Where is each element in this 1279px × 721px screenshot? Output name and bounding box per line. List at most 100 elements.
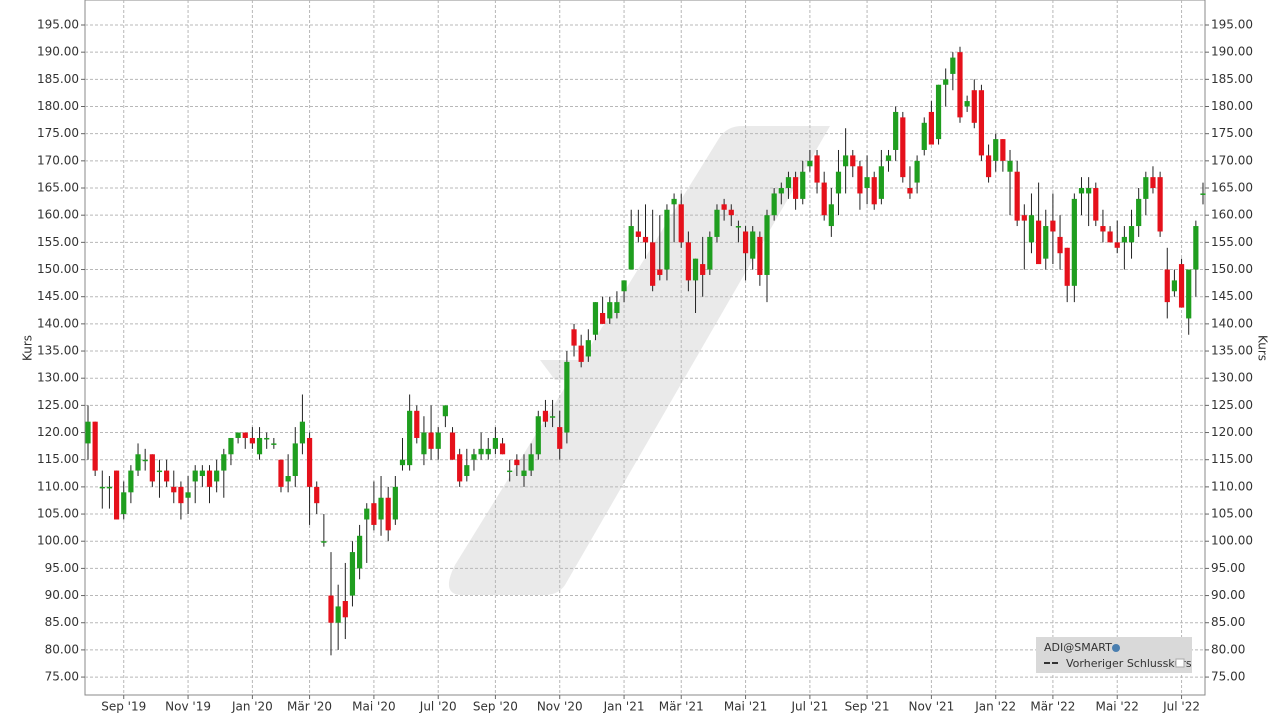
candle-body (549, 416, 556, 418)
candle-body (271, 443, 277, 445)
x-tick-label: Jan '20 (231, 700, 273, 714)
y-tick-label-right: 80.00 (1211, 642, 1245, 656)
candle-body (178, 486, 184, 504)
candle-body (471, 454, 477, 460)
candle-body (528, 454, 534, 471)
candle-body (1000, 139, 1006, 161)
candle-body (1028, 215, 1035, 243)
y-tick-label: 110.00 (37, 479, 79, 493)
y-tick-label: 140.00 (37, 316, 79, 330)
candle-body (1036, 220, 1042, 265)
candle-body (778, 188, 784, 194)
y-tick-label-right: 125.00 (1211, 398, 1253, 412)
candle-body (764, 215, 770, 275)
candle-body (657, 269, 663, 275)
candle-body (1071, 198, 1077, 286)
candle-body (1200, 193, 1206, 195)
candle-body (978, 90, 985, 156)
candle-body (714, 209, 720, 237)
x-tick-label: Jul '21 (790, 700, 828, 714)
candle-body (1186, 269, 1192, 319)
candle-body (957, 52, 963, 118)
candle-body (542, 410, 549, 422)
y-tick-label: 125.00 (37, 398, 79, 412)
candle-body (685, 242, 691, 281)
candle-body (507, 470, 513, 473)
x-tick-label: Mär '20 (287, 700, 332, 714)
candle-body (278, 459, 284, 487)
watermark (448, 126, 830, 595)
candle-body (135, 454, 141, 471)
candle-body (1150, 177, 1156, 189)
candle-body (635, 231, 641, 237)
candle-body (521, 470, 527, 477)
candle-body (893, 111, 899, 150)
y-tick-label-right: 180.00 (1211, 99, 1253, 113)
candle-body (321, 541, 327, 543)
candle-body (1007, 160, 1013, 172)
candle-body (478, 448, 484, 455)
y-tick-label-right: 115.00 (1211, 452, 1253, 466)
candle-body (1128, 226, 1135, 243)
candle-body (850, 155, 856, 167)
y-tick-label: 100.00 (37, 534, 79, 548)
y-tick-label-right: 75.00 (1211, 670, 1245, 684)
candle-body (1043, 226, 1049, 259)
y-tick-label-right: 130.00 (1211, 371, 1253, 385)
candle-body (306, 437, 313, 487)
candle-body (392, 486, 398, 520)
y-tick-label: 145.00 (37, 289, 79, 303)
candle-body (885, 155, 892, 161)
candle-body (1193, 226, 1199, 270)
candle-body (85, 421, 91, 444)
candle-body (399, 459, 406, 466)
x-tick-label: Sep '21 (845, 700, 890, 714)
y-tick-label-right: 165.00 (1211, 181, 1253, 195)
y-tick-label-right: 155.00 (1211, 235, 1253, 249)
candle-body (364, 508, 370, 520)
legend: ADI@SMART Vorheriger Schlusskurs (1036, 637, 1192, 673)
candle-body (1100, 226, 1106, 232)
candle-body (1107, 231, 1113, 243)
candle-body (985, 155, 992, 178)
candle-body (235, 432, 241, 438)
candle-body (650, 242, 656, 286)
candle-body (449, 432, 456, 460)
candle-body (935, 84, 942, 140)
candle-body (199, 470, 205, 477)
y-tick-label-right: 120.00 (1211, 425, 1253, 439)
candle-body (164, 470, 170, 482)
candle-body (228, 437, 234, 455)
candle-body (642, 236, 649, 243)
y-tick-label: 185.00 (37, 72, 79, 86)
y-tick-label-right: 105.00 (1211, 507, 1253, 521)
x-tick-label: Jul '22 (1162, 700, 1200, 714)
candle-body (492, 437, 499, 449)
candle-body (971, 90, 977, 123)
candle-body (1078, 188, 1085, 194)
candle-body (256, 437, 263, 455)
y-tick-label: 115.00 (37, 452, 79, 466)
y-axis-label-right: Kurs (1256, 335, 1270, 361)
candle-body (214, 470, 220, 482)
candle-body (828, 204, 834, 227)
y-tick-label: 155.00 (37, 235, 79, 249)
candle-body (1064, 247, 1070, 286)
candle-body (664, 209, 670, 270)
x-tick-label: Sep '20 (473, 700, 518, 714)
candle-body (264, 437, 270, 440)
y-tick-label-right: 190.00 (1211, 45, 1253, 59)
grid (85, 0, 1205, 695)
candle-body (328, 595, 334, 623)
y-tick-label: 135.00 (37, 344, 79, 358)
candles (85, 46, 1206, 656)
candle-body (728, 209, 734, 216)
x-tick-label: Jan '21 (603, 700, 645, 714)
candle-body (299, 421, 306, 444)
y-tick-label-right: 140.00 (1211, 316, 1253, 330)
legend-checkbox[interactable] (1175, 658, 1185, 668)
candle-body (750, 231, 756, 259)
y-tick-label: 85.00 (45, 615, 79, 629)
y-tick-label: 160.00 (37, 208, 79, 222)
candle-body (1114, 242, 1120, 248)
